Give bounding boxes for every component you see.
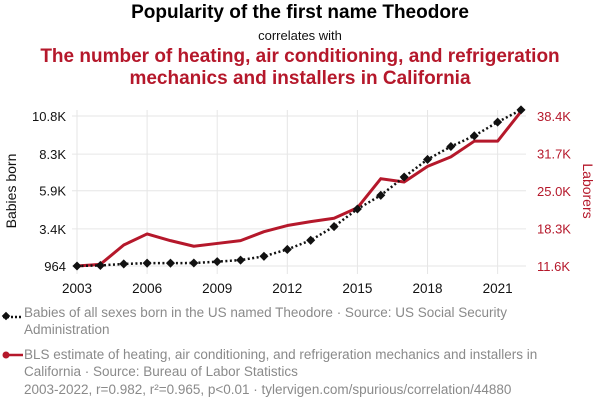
- legend-series1: Babies of all sexes born in the US named…: [24, 305, 508, 337]
- x-tick-label: 2015: [342, 281, 372, 296]
- legend-series2: BLS estimate of heating, air conditionin…: [24, 347, 538, 379]
- data-point-babies: [95, 260, 105, 270]
- footer-stats: 2003-2022, r=0.982, r²=0.965, p<0.01 · t…: [24, 382, 512, 397]
- x-axis-ticks: 2003 2006 2009 2012 2015 2018 2021: [62, 281, 513, 296]
- series-hvac-workers: [75, 110, 523, 268]
- data-point-babies: [142, 258, 152, 268]
- left-tick-label: 10.8K: [32, 109, 66, 124]
- data-point-babies: [306, 235, 316, 245]
- right-tick-label: 31.7K: [537, 147, 571, 162]
- legend-marker-series2: [2, 351, 23, 359]
- data-point-babies: [259, 251, 269, 261]
- right-tick-label: 11.6K: [537, 259, 570, 274]
- chart-title: Popularity of the first name Theodore: [131, 2, 469, 23]
- data-point-babies: [423, 154, 433, 164]
- right-tick-label: 18.3K: [537, 222, 571, 237]
- left-tick-label: 8.3K: [39, 147, 66, 162]
- data-point-babies: [189, 258, 199, 268]
- data-point-babies: [282, 244, 292, 254]
- grid-lines: [72, 110, 526, 274]
- left-tick-label: 5.9K: [39, 184, 66, 199]
- chart-title-secondary: The number of heating, air conditioning,…: [0, 46, 600, 90]
- title2-line1: The number of heating, air conditioning,…: [40, 46, 560, 67]
- x-tick-label: 2009: [202, 281, 232, 296]
- data-point-babies: [236, 255, 246, 265]
- left-axis-ticks: 964 3.4K 5.9K 8.3K 10.8K: [32, 109, 66, 274]
- data-point-babies: [493, 117, 503, 127]
- right-axis-label: Laborers: [580, 163, 596, 218]
- data-point-babies: [469, 131, 479, 141]
- x-tick-label: 2018: [413, 281, 443, 296]
- title2-line2: mechanics and installers in California: [129, 68, 471, 89]
- x-tick-label: 2021: [483, 281, 513, 296]
- data-point-babies: [329, 222, 339, 232]
- x-tick-label: 2012: [272, 281, 302, 296]
- data-point-babies: [376, 190, 386, 200]
- data-point-babies: [516, 105, 526, 115]
- right-tick-label: 25.0K: [537, 184, 571, 199]
- data-point-babies: [119, 259, 129, 269]
- data-point-babies: [72, 261, 82, 271]
- series-line-hvac: [75, 110, 523, 268]
- right-tick-label: 38.4K: [537, 109, 571, 124]
- left-axis-label: Babies born: [3, 154, 19, 229]
- x-tick-label: 2006: [132, 281, 162, 296]
- chart-subtitle: correlates with: [258, 28, 342, 43]
- x-tick-label: 2003: [62, 281, 92, 296]
- left-tick-label: 3.4K: [39, 222, 66, 237]
- data-point-babies: [212, 257, 222, 267]
- data-point-babies: [165, 258, 175, 268]
- legend-marker-series1: [1, 311, 23, 321]
- series-line-babies: [76, 108, 522, 268]
- series-babies-born: [72, 105, 526, 271]
- right-axis-ticks: 11.6K 18.3K 25.0K 31.7K 38.4K: [537, 109, 571, 274]
- left-tick-label: 964: [44, 259, 66, 274]
